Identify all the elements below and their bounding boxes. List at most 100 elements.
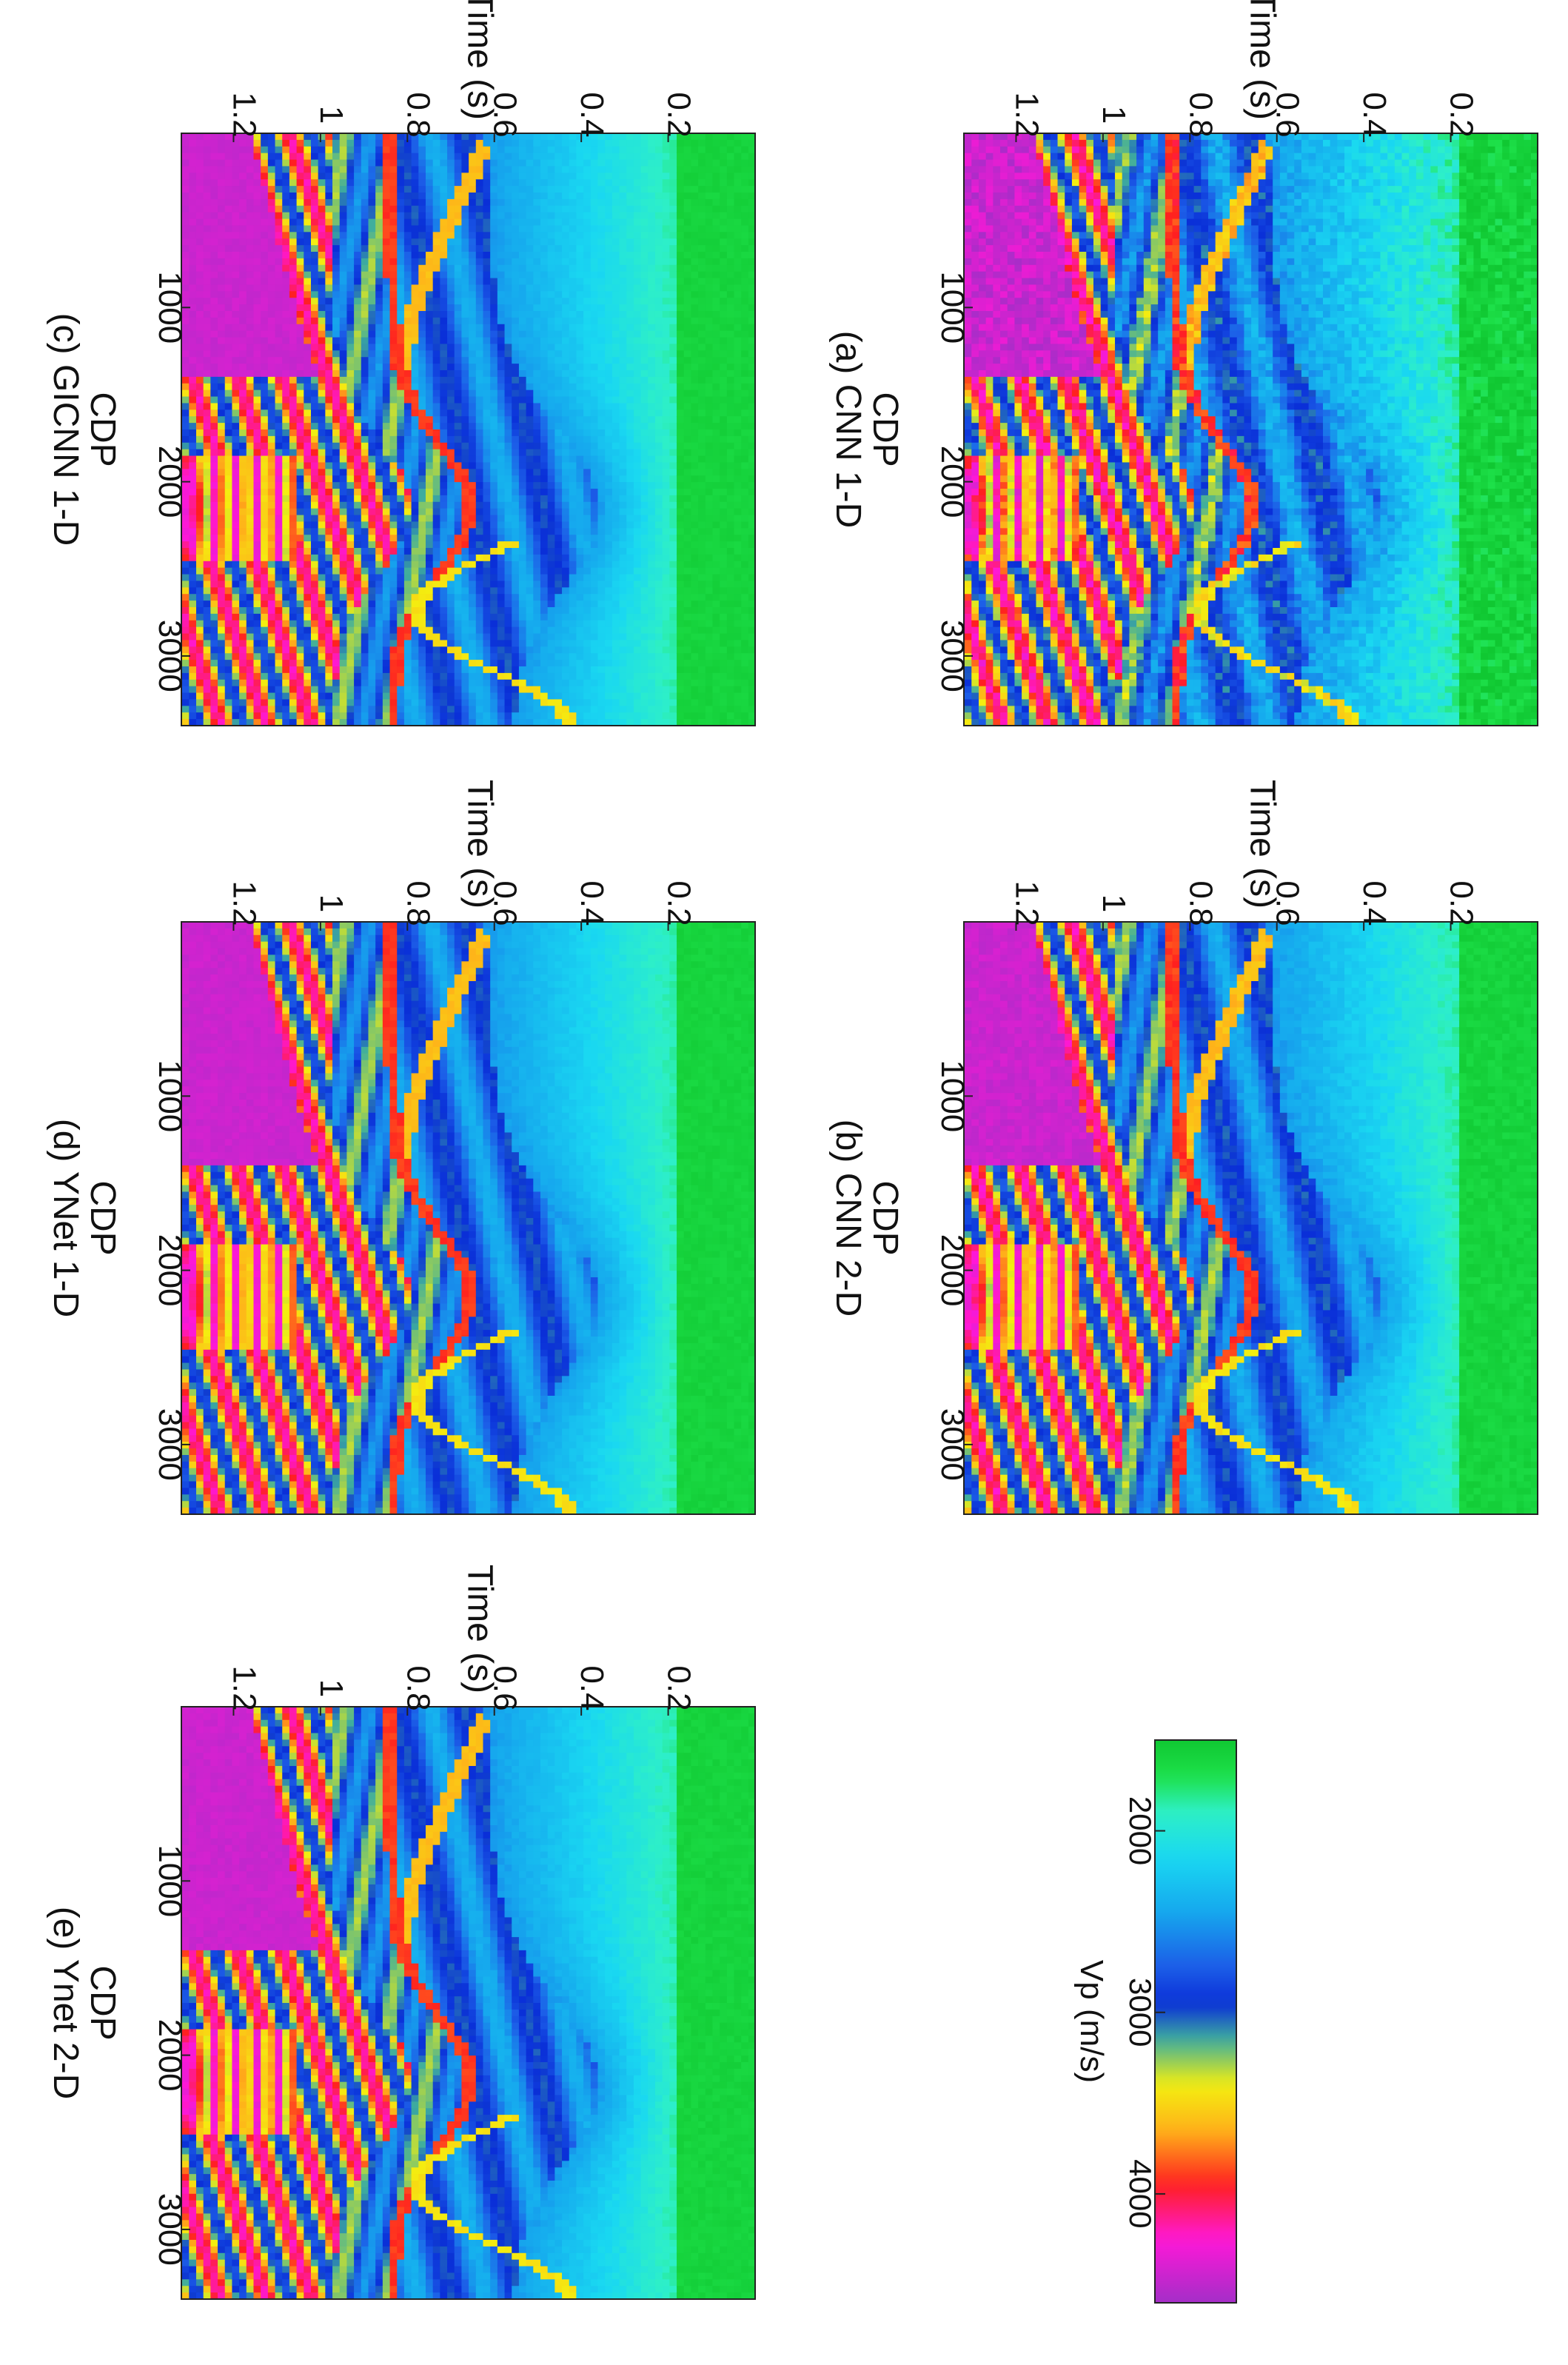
heatmap-cell <box>1351 357 1359 364</box>
heatmap-cell <box>1079 173 1087 180</box>
heatmap-cell <box>1250 482 1259 489</box>
heatmap-cell <box>1279 186 1287 193</box>
heatmap-cell <box>1243 370 1252 378</box>
heatmap-cell <box>1430 403 1438 410</box>
heatmap-cell <box>1179 304 1187 312</box>
heatmap-cell <box>1136 330 1144 338</box>
heatmap-cell <box>1222 495 1230 503</box>
heatmap-cell <box>1229 198 1237 207</box>
heatmap-cell <box>1444 462 1453 469</box>
heatmap-cell <box>1408 186 1416 193</box>
heatmap-cell <box>1050 383 1058 391</box>
heatmap-cell <box>1186 291 1194 298</box>
heatmap-cell <box>1157 350 1165 358</box>
heatmap-cell <box>1293 462 1301 469</box>
heatmap-cell <box>1122 324 1130 332</box>
heatmap-cell <box>1079 304 1087 312</box>
heatmap-cell <box>1007 264 1015 272</box>
heatmap-cell <box>1071 232 1079 239</box>
heatmap-cell <box>1222 173 1230 180</box>
heatmap-cell <box>1200 469 1208 476</box>
heatmap-cell <box>1308 403 1316 410</box>
heatmap-cell <box>1165 515 1173 523</box>
heatmap-cell <box>1501 435 1510 444</box>
heatmap-cell <box>1107 330 1116 338</box>
heatmap-cell <box>1250 258 1259 266</box>
heatmap-cell <box>999 482 1008 489</box>
heatmap-cell <box>1437 376 1445 384</box>
heatmap-cell <box>1401 344 1410 351</box>
heatmap-cell <box>1272 528 1280 535</box>
heatmap-cell <box>1136 489 1144 496</box>
heatmap-cell <box>1114 364 1122 371</box>
heatmap-cell <box>1236 278 1244 286</box>
heatmap-cell <box>1007 350 1015 358</box>
heatmap-cell <box>1193 271 1202 279</box>
heatmap-cell <box>1480 193 1488 200</box>
heatmap-cell <box>1293 508 1301 516</box>
heatmap-cell <box>1114 298 1122 305</box>
heatmap-cell <box>1128 508 1137 516</box>
heatmap-cell <box>1322 271 1330 279</box>
heatmap-cell <box>1143 455 1151 464</box>
heatmap-cell <box>1472 370 1481 378</box>
heatmap-cell <box>1458 337 1467 345</box>
heatmap-cell <box>1056 515 1065 523</box>
heatmap-cell <box>1171 423 1180 430</box>
heatmap-cell <box>1136 225 1144 233</box>
heatmap-cell <box>1472 508 1481 516</box>
heatmap-cell <box>1056 159 1065 167</box>
heatmap-cell <box>1373 304 1381 312</box>
heatmap-cell <box>1530 252 1538 259</box>
heatmap-cell <box>1487 449 1495 457</box>
heatmap-cell <box>971 455 979 464</box>
heatmap-cell <box>1128 435 1137 444</box>
heatmap-cell <box>1258 337 1266 345</box>
heatmap-cell <box>1207 442 1216 450</box>
heatmap-cell <box>1494 403 1503 410</box>
heatmap-cell <box>1122 139 1130 147</box>
heatmap-cell <box>1128 153 1137 161</box>
heatmap-cell <box>1501 284 1510 292</box>
heatmap-cell <box>1308 423 1316 430</box>
heatmap-cell <box>1444 357 1453 364</box>
heatmap-cell <box>978 508 986 516</box>
heatmap-cell <box>971 357 979 364</box>
heatmap-cell <box>1200 389 1208 398</box>
heatmap-cell <box>1423 291 1431 298</box>
heatmap-cell <box>985 173 994 180</box>
heatmap-cell <box>978 245 986 252</box>
heatmap-cell <box>1042 218 1051 227</box>
heatmap-cell <box>1157 317 1165 325</box>
heatmap-cell <box>1423 298 1431 305</box>
heatmap-cell <box>1035 173 1044 180</box>
heatmap-cell <box>1165 218 1173 227</box>
heatmap-cell <box>1494 495 1503 503</box>
heatmap-cell <box>1229 324 1237 332</box>
heatmap-cell <box>1444 324 1453 332</box>
heatmap-cell <box>1401 264 1410 272</box>
heatmap-cell <box>1379 495 1388 503</box>
heatmap-cell <box>1415 179 1424 187</box>
heatmap-cell <box>1136 482 1144 489</box>
heatmap-cell <box>1401 442 1410 450</box>
heatmap-cell <box>1136 376 1144 384</box>
heatmap-cell <box>1301 409 1309 417</box>
heatmap-cell <box>1200 317 1208 325</box>
heatmap-cell <box>1114 383 1122 391</box>
heatmap-cell <box>1437 364 1445 371</box>
heatmap-cell <box>1186 278 1194 286</box>
heatmap-cell <box>1236 535 1244 542</box>
heatmap-cell <box>1394 521 1402 529</box>
heatmap-cell <box>1021 370 1029 378</box>
heatmap-cell <box>985 364 994 371</box>
heatmap-cell <box>1165 245 1173 252</box>
heatmap-cell <box>1150 317 1159 325</box>
heatmap-cell <box>1207 173 1216 180</box>
heatmap-cell <box>1007 193 1015 200</box>
heatmap-cell <box>1035 350 1044 358</box>
heatmap-cell <box>1466 508 1474 516</box>
heatmap-cell <box>1157 238 1165 246</box>
heatmap-cell <box>1200 225 1208 233</box>
heatmap-cell <box>1215 475 1223 483</box>
